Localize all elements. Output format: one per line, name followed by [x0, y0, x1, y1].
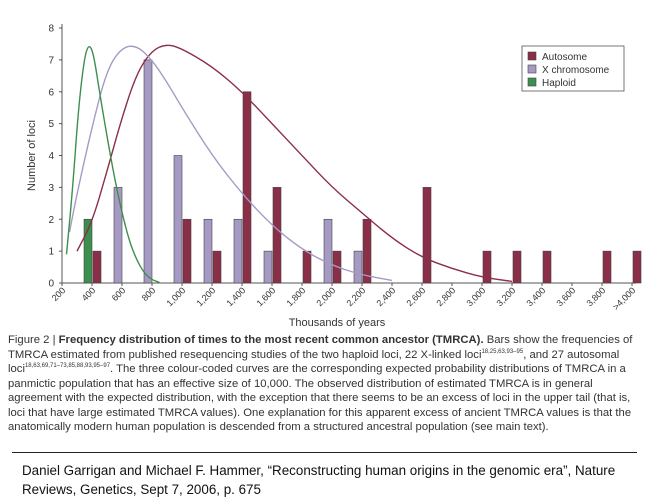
x-tick-label: 600 — [110, 285, 128, 303]
bar-autosome — [602, 250, 612, 284]
legend-box — [521, 45, 625, 92]
caption-refs-autosome: 18,63,69,71–73,85,88,93,95–97 — [24, 363, 111, 370]
x-tick-label: 800 — [140, 285, 158, 303]
x-tick-label: 2,800 — [434, 285, 457, 308]
x-tick-label: 1,000 — [164, 285, 187, 308]
bar-autosome — [212, 250, 222, 284]
x-tick-label: 1,600 — [254, 285, 277, 308]
y-tick-label: 0 — [48, 279, 54, 290]
y-tick-label: 6 — [48, 87, 54, 98]
y-tick-label: 1 — [48, 247, 54, 258]
legend-label-x-chromosome: X chromosome — [542, 65, 610, 76]
bar-x-chromosome — [143, 59, 153, 284]
y-tick-label: 2 — [48, 215, 54, 226]
bar-autosome — [362, 218, 372, 284]
bar-autosome — [302, 250, 312, 284]
x-tick-label: 1,400 — [224, 285, 247, 308]
bar-autosome — [242, 91, 252, 284]
citation-divider — [12, 452, 637, 453]
x-tick-label: 2,200 — [344, 285, 367, 308]
bar-x-chromosome — [233, 218, 243, 284]
figure-title: Frequency distribution of times to the m… — [58, 334, 484, 346]
x-axis-label: Thousands of years — [289, 317, 386, 329]
x-tick-label: 1,200 — [194, 285, 217, 308]
y-tick-label: 3 — [48, 183, 54, 194]
y-tick-label: 8 — [48, 24, 54, 35]
y-axis-label: Number of loci — [26, 120, 38, 191]
legend-swatch-haploid — [527, 77, 537, 87]
x-tick-label: 3,800 — [584, 285, 607, 308]
bar-autosome — [422, 187, 432, 284]
bar-x-chromosome — [263, 250, 273, 284]
caption-text-2: , and 27 autosomal loci — [8, 348, 620, 376]
x-tick-label: 3,600 — [554, 285, 577, 308]
legend-swatch-autosome — [527, 51, 537, 61]
legend-swatch-x-chromosome — [527, 64, 537, 74]
y-tick-label: 4 — [48, 151, 54, 162]
bar-autosome — [542, 250, 552, 284]
bar-haploid — [83, 218, 93, 284]
x-tick-label: 2,400 — [374, 285, 397, 308]
x-tick-label: 1,800 — [284, 285, 307, 308]
figure-label: Figure 2 | — [8, 334, 59, 346]
x-tick-label: >4,000 — [611, 285, 638, 312]
bar-x-chromosome — [173, 155, 183, 284]
bar-autosome — [482, 250, 492, 284]
citation: Daniel Garrigan and Michael F. Hammer, “… — [22, 463, 616, 497]
bar-autosome — [92, 250, 102, 284]
bar-autosome — [632, 250, 642, 284]
curve-haploid — [65, 46, 160, 284]
bar-x-chromosome — [353, 250, 363, 284]
caption-text-3: . The three colour-coded curves are the … — [8, 363, 632, 433]
bar-x-chromosome — [203, 218, 213, 284]
bar-autosome — [512, 250, 522, 284]
legend-label-autosome: Autosome — [542, 52, 587, 63]
bar-autosome — [272, 187, 282, 284]
caption-refs-x: 18,25,63,93–95 — [481, 348, 524, 355]
x-tick-label: 2,600 — [404, 285, 427, 308]
caption-text-1: Bars show the frequencies of TMRCA estim… — [8, 334, 633, 361]
figure-caption: Figure 2 | Frequency distribution of tim… — [8, 333, 638, 435]
legend-label-haploid: Haploid — [542, 78, 576, 89]
curve-autosome — [76, 44, 513, 283]
x-tick-label: 3,200 — [494, 285, 517, 308]
x-tick-label: 2,000 — [314, 285, 337, 308]
y-tick-label: 5 — [48, 119, 54, 130]
bar-autosome — [182, 218, 192, 284]
curve-x-chromosome — [68, 45, 393, 282]
x-tick-label: 400 — [80, 285, 98, 303]
bar-x-chromosome — [113, 187, 123, 284]
x-tick-label: 3,400 — [524, 285, 547, 308]
y-tick-label: 7 — [48, 55, 54, 66]
bar-x-chromosome — [323, 218, 333, 284]
x-tick-label: 3,000 — [464, 285, 487, 308]
